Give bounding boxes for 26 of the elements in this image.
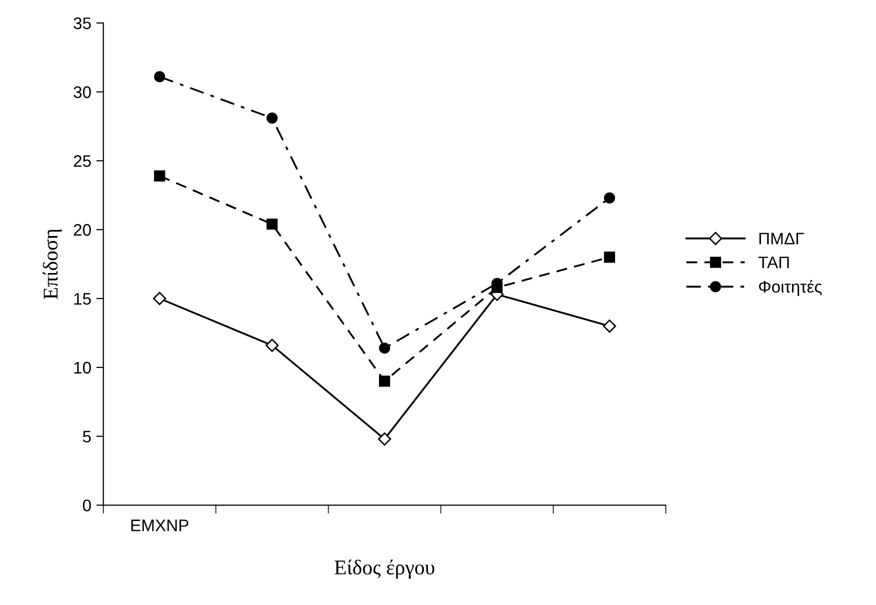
point <box>154 71 166 82</box>
legend-label: ΤΑΠ <box>758 256 789 268</box>
x-axis-title: Είδος έργου <box>334 560 434 579</box>
y-tick-label: 15 <box>74 293 91 305</box>
point <box>266 338 279 352</box>
y-tick-label: 25 <box>74 155 91 167</box>
y-tick-label: 5 <box>82 430 91 442</box>
y-tick-label: 20 <box>74 224 91 236</box>
x-tick-label: EMXNP <box>131 520 188 532</box>
point <box>378 432 392 446</box>
point <box>602 319 616 333</box>
y-tick-label: 0 <box>82 500 91 512</box>
y-tick-label: 30 <box>74 86 91 98</box>
point <box>379 376 390 387</box>
point <box>266 218 278 230</box>
point <box>153 292 166 306</box>
point <box>154 170 166 182</box>
y-tick-label: 10 <box>74 362 91 374</box>
legend-label: Φοιτητές <box>759 280 822 296</box>
legend-label: ΠΜΔΓ <box>759 232 804 244</box>
y-tick-label: 35 <box>74 17 91 30</box>
point <box>604 252 616 263</box>
point <box>266 112 278 124</box>
point <box>604 192 616 204</box>
y-axis-title: Επίδοση <box>42 230 62 300</box>
point <box>379 342 390 354</box>
